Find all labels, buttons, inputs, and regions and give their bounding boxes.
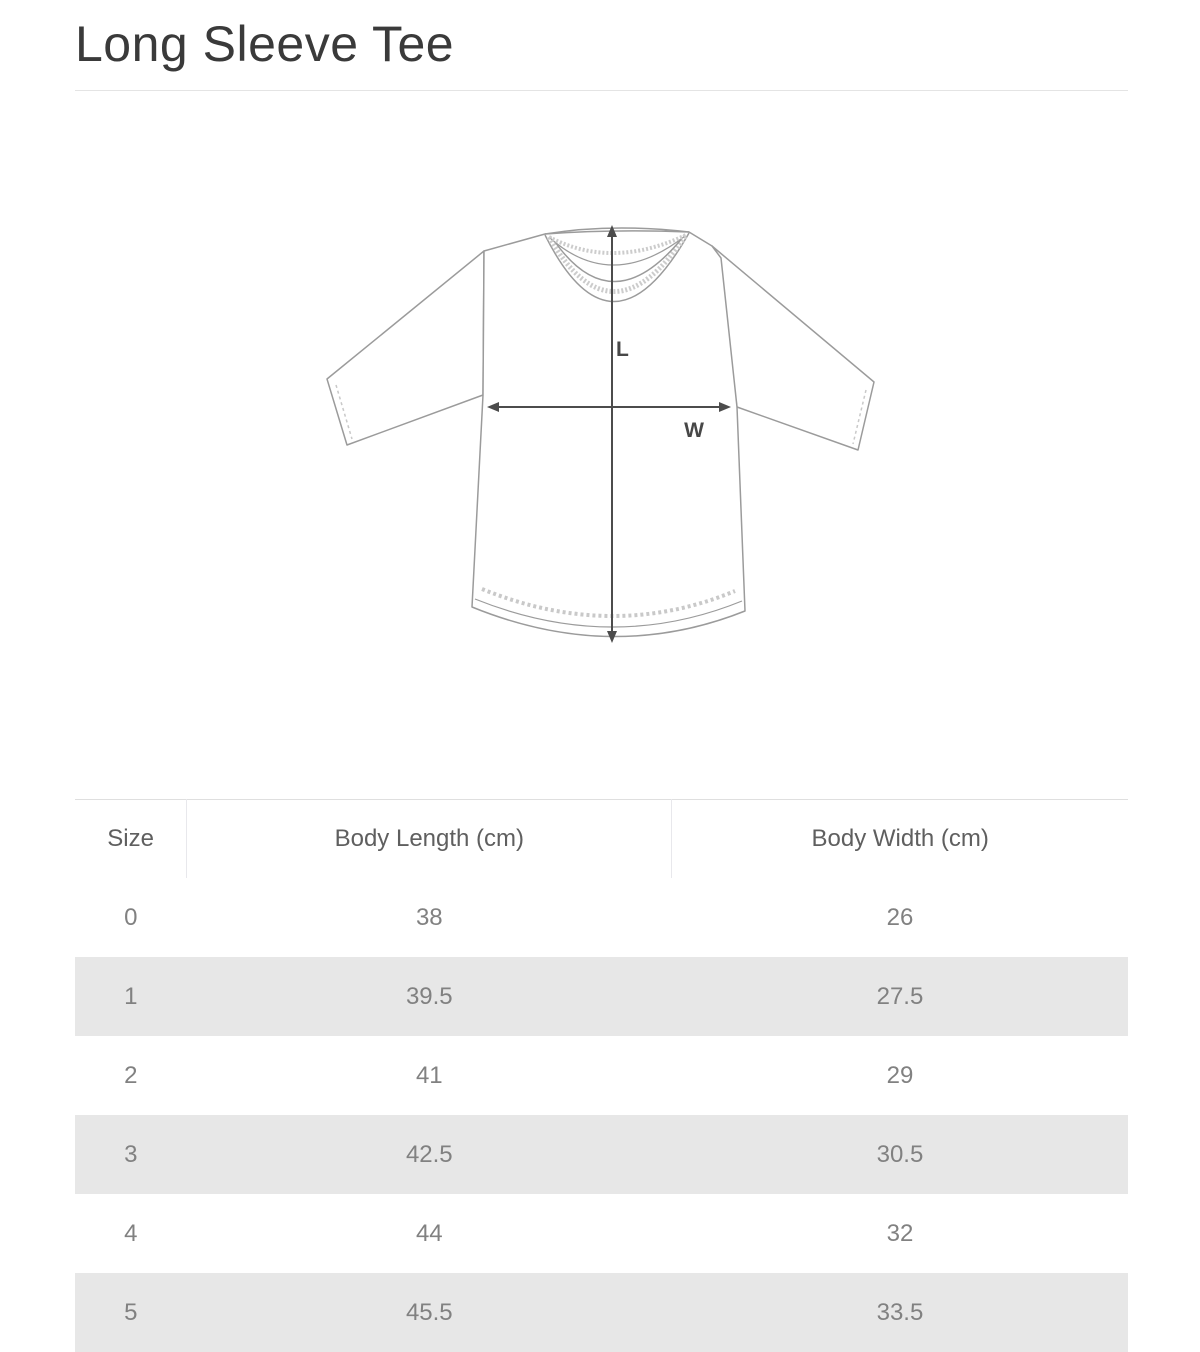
table-row: 0 38 26 (75, 878, 1128, 957)
size-table-body: 0 38 26 1 39.5 27.5 2 41 29 3 42.5 30.5 4 44 32 5 45.5 33… (75, 878, 1128, 1352)
table-row: 3 42.5 30.5 (75, 1115, 1128, 1194)
table-cell: 45.5 (405, 1298, 453, 1326)
long-sleeve-tee-diagram: L W (325, 225, 875, 643)
size-table-header: Size Body Length (cm) Body Width (cm) (75, 799, 1128, 878)
table-cell: 42.5 (405, 1140, 453, 1168)
table-cell: 1 (124, 982, 138, 1010)
column-header-body-width-cm: Body Width (cm) (671, 799, 1128, 878)
table-cell: 27.5 (876, 982, 924, 1010)
hem-line (474, 598, 742, 628)
size-table: Size Body Length (cm) Body Width (cm) 0 38 2… (75, 799, 1128, 1352)
width-label: W (684, 419, 704, 442)
table-cell: 3 (124, 1140, 138, 1168)
table-cell: 30.5 (876, 1140, 924, 1168)
column-header-size: Size (75, 799, 187, 878)
tee-body (470, 227, 746, 638)
front-collar-ribbing (546, 233, 688, 294)
table-cell: 5 (124, 1298, 138, 1326)
column-header-body-length-cm: Body Length (cm) (186, 799, 673, 878)
table-cell: 41 (415, 1061, 443, 1089)
table-cell: 0 (124, 903, 138, 931)
back-collar-ribbing (547, 233, 687, 255)
table-cell: 38 (415, 903, 443, 931)
table-cell: 39.5 (405, 982, 453, 1010)
table-cell: 32 (886, 1219, 914, 1247)
table-row: 4 44 32 (75, 1194, 1128, 1273)
table-cell: 26 (886, 903, 914, 931)
length-arrow: L (606, 225, 629, 643)
table-row: 5 45.5 33.5 (75, 1273, 1128, 1352)
left-sleeve (325, 250, 485, 446)
length-label: L (616, 338, 629, 361)
header-row: Size Body Length (cm) Body Width (cm) (75, 799, 1128, 878)
table-row: 1 39.5 27.5 (75, 957, 1128, 1036)
table-cell: 29 (886, 1061, 914, 1089)
table-cell: 33.5 (876, 1298, 924, 1326)
table-cell: 2 (124, 1061, 138, 1089)
garment-diagram-section: L W (75, 91, 1128, 799)
table-cell: 44 (415, 1219, 443, 1247)
page-title: Long Sleeve Tee (75, 16, 455, 72)
width-arrow: W (486, 402, 731, 442)
title-section: Long Sleeve Tee (75, 0, 1128, 91)
table-cell: 4 (124, 1219, 138, 1247)
collar-top-edge (544, 230, 689, 235)
collar (543, 230, 690, 303)
table-row: 2 41 29 (75, 1036, 1128, 1115)
